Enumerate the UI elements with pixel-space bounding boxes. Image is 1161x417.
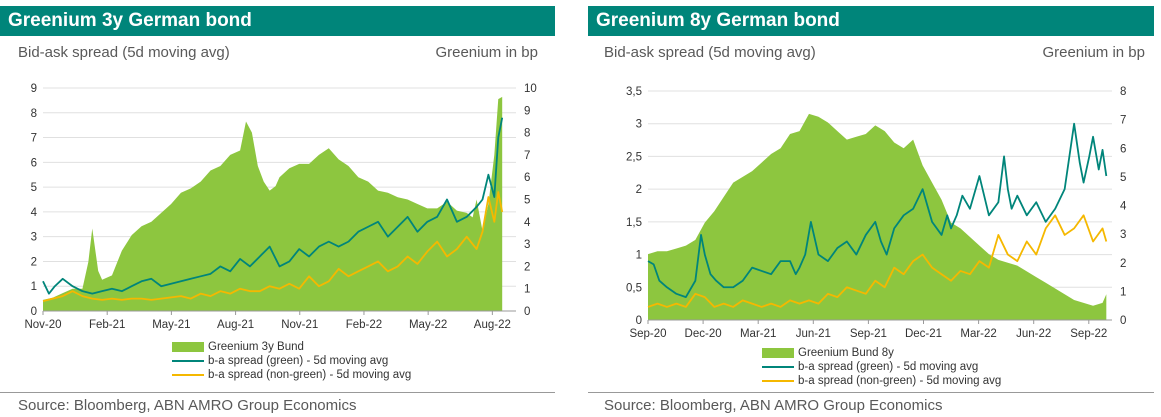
chart-panel-3y: Greenium 3y German bond Bid-ask spread (…: [0, 0, 555, 417]
y-tick-label-right: 1: [524, 284, 530, 296]
y-tick-label-right: 6: [524, 172, 530, 184]
x-tick-label: Mar-22: [960, 328, 996, 340]
y-tick-label-right: 9: [524, 105, 530, 117]
x-tick-label: Nov-21: [281, 319, 318, 331]
legend-swatch-line: [762, 380, 794, 382]
legend-label: b-a spread (non-green) - 5d moving avg: [798, 375, 1002, 387]
left-axis-title: Bid-ask spread (5d moving avg): [604, 44, 816, 61]
legend-item-green-spread: b-a spread (green) - 5d moving avg: [172, 354, 411, 368]
y-tick-label-left: 2: [636, 184, 642, 196]
legend-item-green-spread: b-a spread (green) - 5d moving avg: [762, 360, 1001, 374]
y-tick-label-left: 4: [31, 207, 38, 219]
y-tick-label-left: 1: [31, 281, 37, 293]
x-tick-label: May-21: [152, 319, 190, 331]
y-tick-label-left: 7: [31, 133, 37, 145]
series-line-1: [647, 122, 1108, 299]
legend-swatch-line: [172, 374, 204, 376]
x-tick-label: Sep-21: [850, 328, 887, 340]
y-tick-label-left: 1,5: [626, 217, 642, 229]
legend-item-nongreen-spread: b-a spread (non-green) - 5d moving avg: [762, 374, 1001, 388]
y-tick-label-right: 7: [524, 150, 530, 162]
legend-swatch-line: [762, 366, 794, 368]
legend-label: b-a spread (green) - 5d moving avg: [208, 355, 389, 367]
legend-swatch-area: [172, 342, 204, 352]
y-tick-label-left: 3,5: [626, 86, 642, 98]
x-tick-label: Jun-22: [1016, 328, 1051, 340]
y-tick-label-right: 3: [524, 239, 530, 251]
x-tick-label: Jun-21: [796, 328, 831, 340]
legend-label: b-a spread (non-green) - 5d moving avg: [208, 369, 412, 381]
y-tick-label-left: 6: [31, 157, 37, 169]
y-tick-label-left: 1: [636, 250, 642, 262]
y-tick-label-left: 0: [31, 306, 37, 318]
y-tick-label-right: 7: [1120, 115, 1126, 127]
x-tick-label: Nov-20: [24, 319, 61, 331]
footer-divider: [588, 392, 1154, 393]
chart-plot-area: 0 0,5 1 1,5 2 2,5 3 3,5 0 1 2 3 4 5 6 7 8 Sep-20 Dec-20 Mar…: [626, 86, 1127, 340]
y-tick-label-left: 2: [31, 256, 37, 268]
source-note: Source: Bloomberg, ABN AMRO Group Econom…: [604, 397, 943, 414]
y-tick-label-left: 3: [31, 232, 37, 244]
chart-panel-8y: Greenium 8y German bond Bid-ask spread (…: [588, 0, 1161, 417]
series-line-2: [647, 214, 1108, 308]
series-area-0: [43, 96, 503, 311]
y-tick-label-left: 0: [636, 315, 642, 327]
y-tick-label-left: 9: [31, 83, 37, 95]
legend-item-nongreen-spread: b-a spread (non-green) - 5d moving avg: [172, 368, 411, 382]
y-tick-label-right: 5: [524, 195, 530, 207]
x-tick-label: Feb-21: [89, 319, 125, 331]
y-tick-label-right: 8: [1120, 86, 1126, 98]
y-tick-label-right: 2: [524, 261, 530, 273]
x-tick-label: Sep-20: [629, 328, 666, 340]
legend-label: Greenium Bund 8y: [798, 347, 894, 359]
x-tick-label: May-22: [409, 319, 447, 331]
y-tick-label-left: 3: [636, 119, 642, 131]
legend-item-greenium: Greenium 3y Bund: [172, 340, 411, 354]
y-tick-label-left: 2,5: [626, 151, 642, 163]
y-tick-label-right: 6: [1120, 143, 1126, 155]
chart-title: Greenium 3y German bond: [0, 6, 555, 36]
legend-swatch-line: [172, 360, 204, 362]
source-note: Source: Bloomberg, ABN AMRO Group Econom…: [18, 397, 357, 414]
right-axis-title: Greenium in bp: [435, 44, 538, 61]
footer-divider: [0, 392, 555, 393]
y-tick-label-right: 4: [1120, 201, 1127, 213]
series-line-2: [42, 191, 504, 302]
y-tick-label-left: 0,5: [626, 282, 642, 294]
y-tick-label-right: 10: [524, 83, 537, 95]
legend-item-greenium: Greenium Bund 8y: [762, 346, 1001, 360]
chart-title: Greenium 8y German bond: [588, 6, 1154, 36]
legend: Greenium 3y Bund b-a spread (green) - 5d…: [172, 340, 411, 382]
x-tick-label: Aug-21: [217, 319, 254, 331]
y-tick-label-right: 5: [1120, 172, 1126, 184]
x-tick-label: Dec-20: [685, 328, 722, 340]
legend-label: Greenium 3y Bund: [208, 341, 304, 353]
x-tick-label: Aug-22: [474, 319, 511, 331]
x-tick-label: Feb-22: [346, 319, 382, 331]
legend: Greenium Bund 8y b-a spread (green) - 5d…: [762, 346, 1001, 388]
y-tick-label-right: 3: [1120, 229, 1126, 241]
right-axis-title: Greenium in bp: [1042, 44, 1145, 61]
legend-label: b-a spread (green) - 5d moving avg: [798, 361, 979, 373]
series-area-0: [648, 113, 1107, 321]
chart-plot-area: 0 1 2 3 4 5 6 7 8 9 0 1 2 3 4 5 6 7 8 9 10 Nov-20 Feb-21 May-21…: [24, 83, 537, 331]
x-tick-label: Dec-21: [905, 328, 942, 340]
left-axis-title: Bid-ask spread (5d moving avg): [18, 44, 230, 61]
y-tick-label-right: 2: [1120, 258, 1126, 270]
series-line-1: [42, 117, 504, 295]
y-tick-label-right: 0: [524, 306, 530, 318]
y-tick-label-right: 4: [524, 217, 531, 229]
x-tick-label: Mar-21: [740, 328, 776, 340]
y-tick-label-left: 5: [31, 182, 37, 194]
x-tick-label: Sep-22: [1070, 328, 1107, 340]
legend-swatch-area: [762, 348, 794, 358]
y-tick-label-right: 0: [1120, 315, 1126, 327]
y-tick-label-right: 8: [524, 128, 530, 140]
y-tick-label-right: 1: [1120, 286, 1126, 298]
y-tick-label-left: 8: [31, 108, 37, 120]
